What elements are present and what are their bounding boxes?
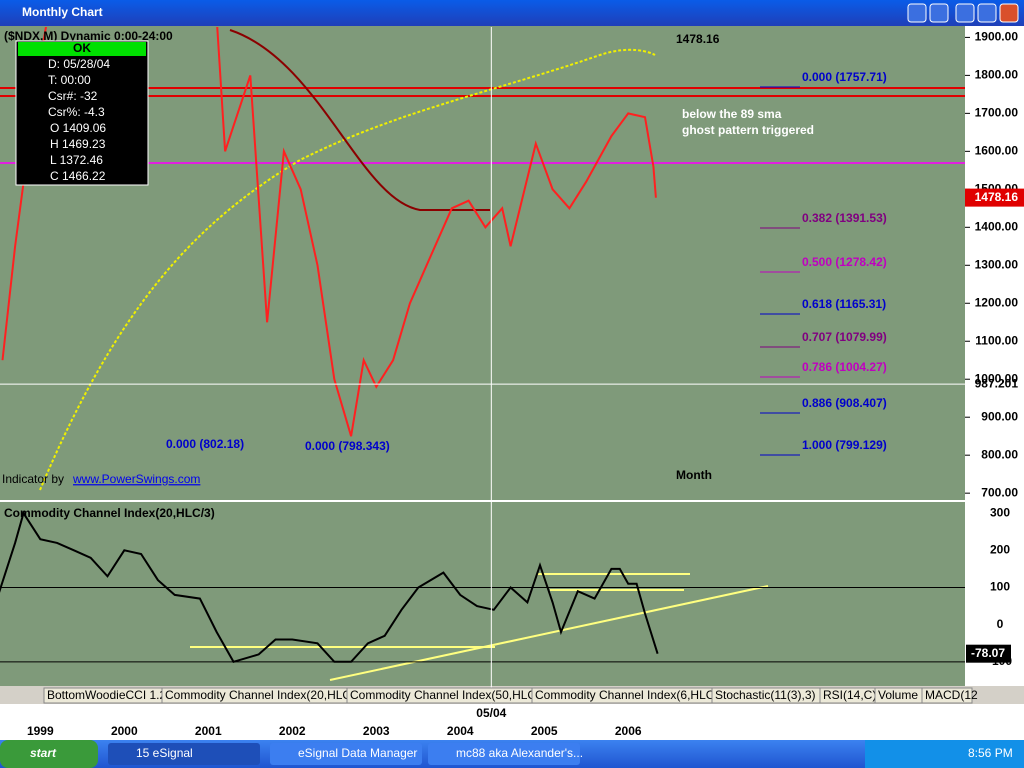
tray: [865, 740, 1024, 768]
task-label: mc88 aka Alexander's...: [456, 746, 583, 760]
info-row: Csr#: -32: [48, 89, 98, 103]
restore[interactable]: [977, 3, 997, 23]
cci-title: Commodity Channel Index(20,HLC/3): [4, 506, 215, 520]
info-row: Csr%: -4.3: [48, 105, 105, 119]
fib-label: 0.000 (1757.71): [802, 70, 887, 84]
tab[interactable]: [921, 687, 973, 704]
y-tick-label: 1800.00: [975, 68, 1019, 82]
info-row: C 1466.22: [50, 169, 106, 183]
fib-label: 1.000 (799.129): [802, 438, 887, 452]
y-tick-label: 1700.00: [975, 106, 1019, 120]
symbol: ($NDX,M) Dynamic 0:00-24:00: [4, 29, 173, 43]
tab-label: RSI(14,C): [823, 688, 876, 702]
x-tick-label: 2005: [531, 724, 558, 738]
fib-label: 0.707 (1079.99): [802, 330, 887, 344]
cci-tick-label: 100: [990, 580, 1010, 594]
info-row: L 1372.46: [50, 153, 103, 167]
fib-label: 0.000 (798.343): [305, 439, 390, 453]
fib-label: 0.382 (1391.53): [802, 211, 887, 225]
cci-tick-label: 0: [997, 617, 1004, 631]
task-label: 15 eSignal: [136, 746, 193, 760]
cci-last-tag: [966, 644, 1011, 663]
clock: 8:56 PM: [968, 746, 1013, 760]
credit: Indicator by: [2, 472, 64, 486]
last-price-note: 1478.16: [676, 32, 720, 46]
cci-tick-label: 300: [990, 505, 1010, 519]
info-status: OK: [73, 41, 91, 55]
x-tick-label: 2006: [615, 724, 642, 738]
series-line: [1, 27, 657, 437]
task-button[interactable]: [270, 743, 422, 765]
x-tick-label: 2004: [447, 724, 474, 738]
last-price-label: 1478.16: [975, 190, 1019, 204]
task-button[interactable]: [428, 743, 580, 765]
note: below the 89 sma: [682, 107, 782, 121]
start-button[interactable]: [0, 740, 98, 768]
x-tick-label: 2003: [363, 724, 390, 738]
note: ghost pattern triggered: [682, 123, 814, 137]
minimize[interactable]: [955, 3, 975, 23]
window-title: Monthly Chart: [22, 5, 103, 19]
info-box: [15, 40, 149, 186]
time-axis: [0, 704, 1024, 740]
y-tick-label: 1900.00: [975, 30, 1019, 44]
title-bar: [0, 0, 1024, 26]
fib-label: 0.786 (1004.27): [802, 360, 887, 374]
info-row: O 1409.06: [50, 121, 106, 135]
y-tick-label: 1200.00: [975, 295, 1019, 309]
tab-label: Commodity Channel Index(6,HLC/3): [535, 688, 728, 702]
task-button[interactable]: [108, 743, 260, 765]
info-status-bg: [18, 42, 146, 56]
y-tick-label: 700.00: [981, 485, 1018, 499]
y-tick-label: 800.00: [981, 447, 1018, 461]
x-tick-label: 2000: [111, 724, 138, 738]
tab-label: MACD(12: [925, 688, 978, 702]
x-tick-label: 2001: [195, 724, 222, 738]
link[interactable]: www.PowerSwings.com: [72, 472, 200, 486]
fib-label: 0.500 (1278.42): [802, 255, 887, 269]
cci-panel: [0, 502, 965, 686]
y-tick-label: 1400.00: [975, 219, 1019, 233]
fib-label: 0.618 (1165.31): [802, 297, 886, 311]
y-tick-label: 1600.00: [975, 144, 1019, 158]
last-price-tag: [965, 188, 1024, 207]
series-line: [0, 510, 659, 663]
start-label: start: [30, 746, 57, 760]
tab-label: BottomWoodieCCI 1.21: [47, 688, 173, 702]
cci-last-label: -78.07: [971, 646, 1005, 660]
y-tick-label: 900.00: [981, 409, 1018, 423]
close[interactable]: [999, 3, 1019, 23]
fib-label: 0.886 (908.407): [802, 396, 887, 410]
price-panel: [0, 26, 965, 500]
info-row: T: 00:00: [48, 73, 91, 87]
button[interactable]: [907, 3, 927, 23]
y-tick-label: 1100.00: [975, 333, 1018, 347]
x-tick-label: 2002: [279, 724, 306, 738]
cursor-label: 987.201: [975, 376, 1019, 390]
price-axis: [965, 26, 1024, 686]
tab-label: Commodity Channel Index(20,HLC/3): [165, 688, 365, 702]
tab-label: Stochastic(11(3),3): [715, 688, 815, 702]
info-row: H 1469.23: [50, 137, 106, 151]
tab-label: Volume: [878, 688, 918, 702]
task-label: eSignal Data Manager: [298, 746, 417, 760]
cursor-date: 05/04: [476, 706, 506, 720]
x-tick-label: 1999: [27, 724, 54, 738]
y-tick-label: 1000.00: [975, 371, 1019, 385]
cci-tick-label: 200: [990, 542, 1010, 556]
button[interactable]: [929, 3, 949, 23]
tab-label: Commodity Channel Index(50,HLC/3): [350, 688, 550, 702]
fib-label: 0.000 (802.18): [166, 437, 244, 451]
period: Month: [676, 468, 712, 482]
info-row: D: 05/28/04: [48, 57, 110, 71]
y-tick-label: 1300.00: [975, 257, 1019, 271]
